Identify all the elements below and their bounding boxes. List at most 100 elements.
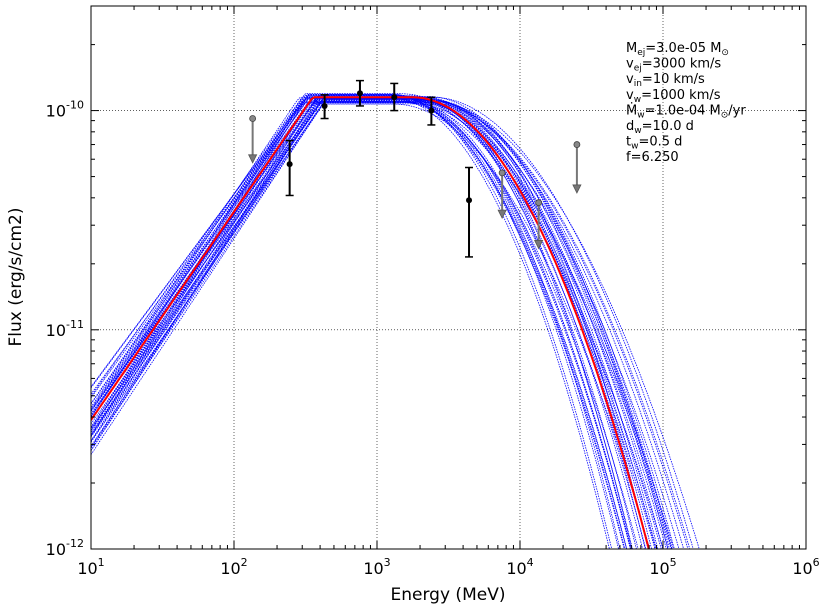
y-tick-label-exponent: -12 [66, 537, 84, 550]
ensemble-curve [91, 101, 670, 549]
chart-text: Energy (MeV) Flux (erg/s/cm2) 101 102 103 1… [6, 41, 820, 605]
x-tick-label: 104 [506, 556, 533, 578]
ensemble-curve [91, 101, 639, 549]
ensemble-curve [91, 98, 637, 549]
x-tick-label-base: 10 [220, 559, 240, 578]
ensemble-curve [91, 98, 656, 549]
annotation-value: =1.0e-04 M [645, 103, 721, 118]
ensemble-curve [91, 101, 621, 549]
best-fit-curve [91, 96, 650, 549]
annotation-subscript: w [637, 110, 644, 120]
annotation-subscript: in [634, 79, 642, 89]
x-tick-label-exponent: 1 [98, 556, 105, 569]
data-points [247, 79, 582, 258]
y-tick-label-base: 10 [46, 321, 66, 340]
data-point [466, 197, 473, 204]
ensemble-curve [91, 101, 646, 549]
annotation-symbol: v [626, 72, 634, 87]
x-tick-label-exponent: 2 [241, 556, 248, 569]
annotation-value: =0.5 d [638, 135, 682, 150]
x-axis-label: Energy (MeV) [391, 585, 506, 605]
ensemble-curve [91, 101, 691, 549]
data-point [356, 90, 363, 97]
parameter-annotation: vej=3000 km/s [626, 57, 721, 74]
x-tick-label-exponent: 5 [670, 556, 677, 569]
upper-limit-marker [249, 115, 257, 122]
upper-limit-arrow [572, 184, 582, 194]
annotation-symbol: f [626, 150, 631, 165]
annotation-subscript: ej [637, 48, 645, 58]
ensemble-curve [91, 96, 675, 549]
data-point [428, 107, 435, 114]
annotation-subscript: ej [634, 64, 642, 74]
ensemble-curve [91, 98, 680, 549]
x-tick-label-base: 10 [506, 559, 526, 578]
ensemble-curve [91, 96, 647, 549]
data-point [391, 94, 398, 101]
ensemble-curve [91, 93, 626, 549]
annotation-value: =6.250 [631, 150, 679, 165]
x-tick-label-exponent: 3 [384, 556, 391, 569]
ensemble-curve [91, 101, 632, 549]
upper-limit-marker [535, 199, 543, 207]
y-tick-label-base: 10 [46, 102, 66, 121]
annotation-unit-subscript: ⊙ [721, 48, 729, 58]
axis-ticks [90, 5, 807, 550]
ensemble-curve [91, 97, 669, 549]
annotation-symbol: d [626, 119, 634, 134]
x-tick-label: 103 [363, 556, 390, 578]
parameter-annotation: tw=0.5 d [626, 135, 682, 152]
annotation-value: =1000 km/s [641, 88, 721, 103]
y-tick-label: 10-12 [46, 537, 84, 559]
ensemble-curve [91, 101, 650, 549]
annotation-symbol: M [626, 41, 637, 56]
parameter-annotation: Mej=3.0e-05 M⊙ [626, 41, 729, 58]
ensemble-curve [91, 96, 694, 549]
data-point [321, 102, 328, 109]
x-tick-label-base: 10 [363, 559, 383, 578]
ensemble-curve [91, 103, 651, 549]
ensemble-curve [91, 98, 667, 549]
ensemble-curve [91, 100, 700, 549]
annotation-symbol: t [626, 135, 631, 150]
ensemble-curve [91, 102, 662, 549]
ensemble-curve [91, 98, 664, 549]
annotation-value: =3.0e-05 M [645, 41, 721, 56]
parameter-annotation: vw=1000 km/s [626, 88, 721, 105]
x-tick-label-base: 10 [649, 559, 669, 578]
annotation-subscript: w [634, 95, 641, 105]
annotation-subscript: w [631, 142, 638, 152]
annotation-subscript: w [634, 126, 641, 136]
plot-frame [90, 5, 807, 550]
ensemble-curve [91, 98, 610, 549]
ensemble-curve [91, 93, 672, 549]
x-tick-label-exponent: 4 [527, 556, 534, 569]
ensemble-curve [91, 94, 613, 549]
annotation-value: =10.0 d [642, 119, 694, 134]
ensemble-curve [91, 97, 656, 549]
ensemble-curve [91, 98, 664, 549]
ensemble-curve [91, 97, 673, 549]
upper-limit-marker [573, 141, 581, 148]
parameter-annotation: dw=10.0 d [626, 119, 694, 136]
upper-limit-arrow [247, 154, 258, 164]
y-tick-label-exponent: -10 [66, 99, 84, 112]
x-tick-label: 105 [649, 556, 676, 578]
y-tick-label-base: 10 [46, 540, 66, 559]
y-tick-label: 10-11 [46, 318, 84, 340]
x-tick-label: 102 [220, 556, 247, 578]
x-tick-label-base: 10 [77, 559, 97, 578]
x-tick-label-base: 10 [792, 559, 812, 578]
annotation-symbol: Ṁ [626, 102, 637, 118]
ensemble-curve [91, 97, 631, 549]
upper-limit-marker [498, 169, 506, 177]
annotation-symbol: v [626, 88, 634, 103]
parameter-annotation: Ṁw=1.0e-04 M⊙/yr [626, 102, 746, 120]
ensemble-curve [91, 94, 627, 549]
ensemble-curve [91, 95, 633, 549]
x-tick-label: 106 [792, 556, 819, 578]
annotation-unit-tail: /yr [728, 103, 746, 118]
annotation-unit-subscript: ⊙ [721, 110, 729, 120]
data-point [286, 161, 293, 168]
